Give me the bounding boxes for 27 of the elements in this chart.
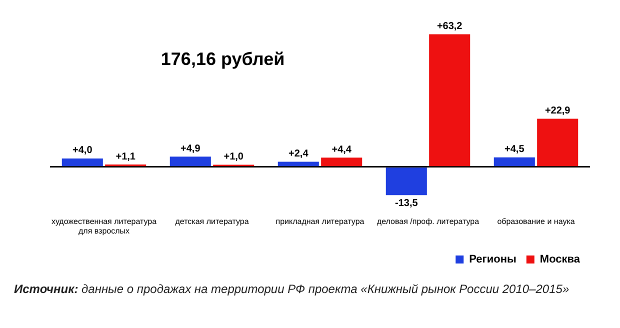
data-label: +63,2 bbox=[436, 21, 463, 32]
text: 176,16 рублей bbox=[160, 48, 285, 69]
data-label: +22,9 bbox=[544, 106, 571, 117]
bar bbox=[278, 162, 319, 166]
x-tick-label: деловая /проф. литература bbox=[376, 216, 480, 226]
x-tick-label: прикладная литература bbox=[276, 216, 365, 226]
bar bbox=[429, 34, 470, 166]
bar bbox=[170, 156, 211, 166]
legend-label: Москва bbox=[540, 254, 581, 266]
text: Источник: данные о продажах на территории РФ проекта «Книжный рынок России 2010–2015» bbox=[14, 282, 570, 297]
x-tick-label: детская литература bbox=[175, 216, 250, 226]
x-tick-label: художественная литература для взрослых bbox=[51, 216, 158, 236]
data-label: +1,1 bbox=[116, 151, 136, 162]
data-label: +4,5 bbox=[504, 144, 525, 156]
x-tick-label: образование и наука bbox=[497, 216, 576, 226]
bar bbox=[537, 118, 578, 166]
data-label: -13,5 bbox=[395, 198, 418, 209]
bar bbox=[321, 158, 362, 166]
bar bbox=[494, 157, 535, 166]
data-label: +2,4 bbox=[288, 148, 309, 160]
data-label: +4,9 bbox=[180, 143, 201, 154]
bar bbox=[62, 158, 103, 166]
bar bbox=[386, 168, 427, 196]
data-label: +1,0 bbox=[224, 151, 244, 162]
data-label: +4,4 bbox=[332, 144, 352, 156]
data-label: +4,0 bbox=[72, 145, 93, 156]
legend-label: Регионы bbox=[469, 254, 516, 266]
